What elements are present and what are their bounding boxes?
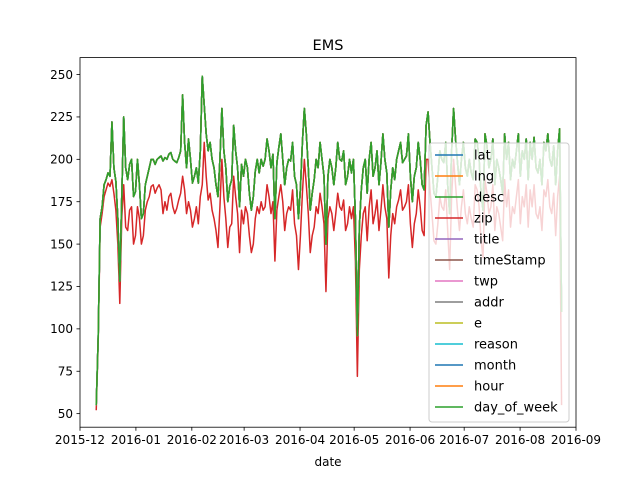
legend-label: zip: [474, 212, 493, 227]
legend: lat lng desc zip title timeStamp twp addr e reaso…: [428, 142, 570, 423]
legend-label: reason: [474, 338, 518, 353]
x-axis: 2015-12 2016-01 2016-02 2016-03 2016-04 2016-…: [55, 427, 601, 447]
x-tick-label: 2016-07: [439, 433, 489, 447]
legend-label: lng: [474, 170, 494, 185]
legend-label: desc: [474, 191, 504, 206]
legend-label: timeStamp: [474, 254, 546, 269]
legend-label: day_of_week: [474, 401, 558, 416]
x-tick-label: 2016-09: [551, 433, 601, 447]
y-tick-label: 175: [50, 195, 73, 209]
x-tick-label: 2016-03: [219, 433, 269, 447]
x-tick-label: 2016-02: [167, 433, 217, 447]
x-tick-label: 2016-08: [495, 433, 545, 447]
y-tick-label: 75: [58, 364, 73, 378]
legend-label: lat: [474, 149, 491, 164]
legend-label: addr: [474, 296, 504, 311]
y-tick-label: 100: [50, 322, 73, 336]
legend-box: [428, 142, 570, 423]
y-tick-label: 200: [50, 153, 73, 167]
y-tick-label: 125: [50, 280, 73, 294]
x-axis-label: date: [314, 455, 341, 469]
x-tick-label: 2016-01: [111, 433, 161, 447]
x-tick-label: 2016-04: [275, 433, 325, 447]
y-tick-label: 250: [50, 68, 73, 82]
legend-label: twp: [474, 275, 498, 290]
y-tick-label: 150: [50, 237, 73, 251]
legend-label: month: [474, 359, 516, 374]
x-tick-label: 2016-05: [329, 433, 379, 447]
x-tick-label: 2015-12: [55, 433, 105, 447]
chart-title: EMS: [313, 38, 344, 54]
legend-label: e: [474, 317, 482, 332]
legend-label: hour: [474, 380, 504, 395]
plot-frame: [79, 57, 577, 428]
y-tick-label: 50: [58, 407, 73, 421]
legend-label: title: [474, 233, 499, 248]
x-tick-label: 2016-06: [385, 433, 435, 447]
y-tick-label: 225: [50, 110, 73, 124]
y-axis: 50 75 100 125 150 175 200 225 250: [50, 68, 80, 421]
